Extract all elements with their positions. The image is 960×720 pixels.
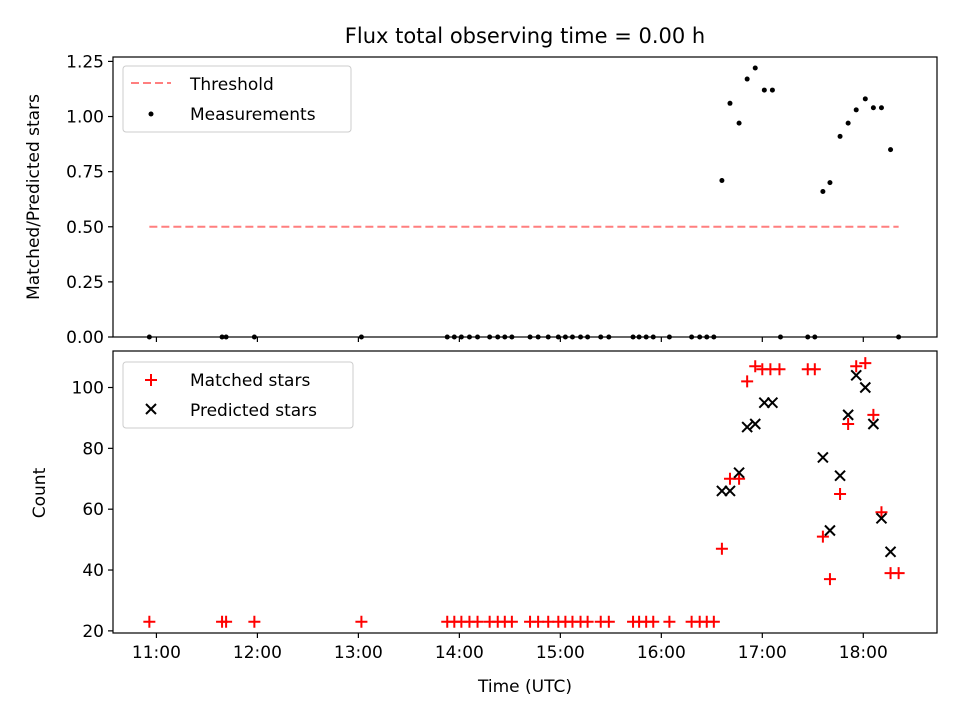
predicted-stars-point <box>867 418 880 430</box>
bottom-y-tick-label: 60 <box>82 500 104 520</box>
x-tick-label: 15:00 <box>536 643 585 663</box>
bottom-y-axis-label: Count <box>30 467 50 518</box>
matched-stars-point <box>773 363 786 376</box>
measurement-point <box>827 180 833 186</box>
matched-stars-point <box>859 357 872 370</box>
predicted-stars-point <box>749 418 761 430</box>
predicted-stars-point <box>834 470 846 482</box>
top-axes-frame <box>112 56 938 338</box>
matched-stars-point <box>532 615 545 628</box>
x-tick-label: 11:00 <box>132 643 181 663</box>
bottom-y-tick-label: 80 <box>82 439 104 459</box>
bottom-legend-box <box>122 361 354 429</box>
top-y-axis-label: Matched/Predicted stars <box>24 94 44 300</box>
predicted-stars-point <box>859 381 872 394</box>
matched-stars-point <box>892 567 905 580</box>
matched-stars-point <box>143 615 156 628</box>
measurement-point <box>870 105 876 111</box>
top-legend-box <box>122 65 352 133</box>
bottom-y-tick-label: 100 <box>72 379 104 399</box>
bottom-legend: Matched stars Predicted stars <box>122 361 354 429</box>
measurement-point <box>761 87 767 93</box>
x-tick-label: 12:00 <box>233 643 282 663</box>
x-tick-label: 18:00 <box>839 643 888 663</box>
x-tick-label: 13:00 <box>334 643 383 663</box>
bottom-axes-frame <box>112 350 938 634</box>
matched-stars-point <box>808 363 821 376</box>
measurement-point <box>752 65 758 71</box>
measurement-point <box>845 120 851 126</box>
bottom-panel: 20 40 60 80 100 11:00 12:00 13:00 14:00 15:00 16:0… <box>72 350 938 663</box>
predicted-stars-point <box>875 512 888 525</box>
measurement-point <box>888 147 894 153</box>
measurement-point <box>727 100 733 106</box>
matched-stars-point <box>581 615 594 628</box>
matched-stars-point <box>867 408 880 421</box>
matched-stars-point <box>355 615 368 628</box>
bottom-y-tick-label: 20 <box>82 622 104 642</box>
matched-stars-point <box>741 375 754 388</box>
legend-measurements-swatch <box>148 111 154 117</box>
matched-stars-point <box>471 615 484 628</box>
legend-matched-label: Matched stars <box>190 371 310 391</box>
measurement-point <box>878 105 884 111</box>
matched-stars-point <box>647 615 660 628</box>
x-tick-label: 17:00 <box>738 643 787 663</box>
chart-title: Flux total observing time = 0.00 h <box>345 24 705 48</box>
measurement-point <box>719 177 725 183</box>
measurement-point <box>837 133 843 139</box>
legend-predicted-swatch <box>145 403 157 415</box>
x-axis-label: Time (UTC) <box>477 677 572 697</box>
predicted-stars-point <box>724 485 736 497</box>
measurement-point <box>853 107 859 113</box>
x-tick-label: 16:00 <box>637 643 686 663</box>
matched-stars-point <box>850 360 863 373</box>
matched-stars-point <box>505 615 518 628</box>
matched-stars-point <box>663 615 676 628</box>
measurement-point <box>820 188 826 194</box>
top-legend: Threshold Measurements <box>122 65 352 133</box>
predicted-stars-point <box>766 397 779 409</box>
bottom-y-tick-label: 40 <box>82 561 104 581</box>
measurement-point <box>744 76 750 82</box>
top-y-tick-label: 0.75 <box>66 163 104 183</box>
predicted-stars-point <box>884 546 897 558</box>
matched-stars-point <box>749 360 762 373</box>
legend-predicted-label: Predicted stars <box>190 401 317 421</box>
top-y-tick-label: 1.00 <box>66 108 104 128</box>
predicted-stars-point <box>741 421 753 433</box>
matched-stars-point <box>816 530 829 543</box>
top-y-tick-label: 0.25 <box>66 273 104 293</box>
top-y-tick-label: 0.50 <box>66 218 104 238</box>
matched-stars-point <box>842 418 855 431</box>
predicted-stars-point <box>817 451 829 464</box>
measurement-point <box>862 96 868 102</box>
matched-stars-point <box>707 615 720 628</box>
matched-stars-point <box>220 615 233 628</box>
matched-stars-point <box>834 487 847 500</box>
matched-stars-point <box>715 542 728 555</box>
top-y-tick-label: 0.00 <box>66 328 104 348</box>
predicted-stars-point <box>824 524 836 537</box>
predicted-stars-point <box>850 369 862 382</box>
top-y-tick-label: 1.25 <box>66 52 104 72</box>
matched-stars-point <box>875 506 888 519</box>
matched-stars-point <box>542 615 555 628</box>
matched-stars-point <box>602 615 615 628</box>
predicted-stars-point <box>733 466 745 479</box>
top-panel: 0.00 0.25 0.50 0.75 1.00 1.25 <box>66 52 938 348</box>
measurement-point <box>769 87 775 93</box>
matched-stars-point <box>823 573 836 586</box>
measurement-point <box>736 120 742 126</box>
predicted-stars-point <box>842 409 854 421</box>
legend-measurements-label: Measurements <box>190 105 316 125</box>
legend-threshold-label: Threshold <box>189 75 274 95</box>
x-tick-label: 14:00 <box>435 643 484 663</box>
matched-stars-point <box>248 615 261 628</box>
legend-matched-swatch <box>145 374 157 386</box>
matched-stars-point <box>733 472 746 485</box>
